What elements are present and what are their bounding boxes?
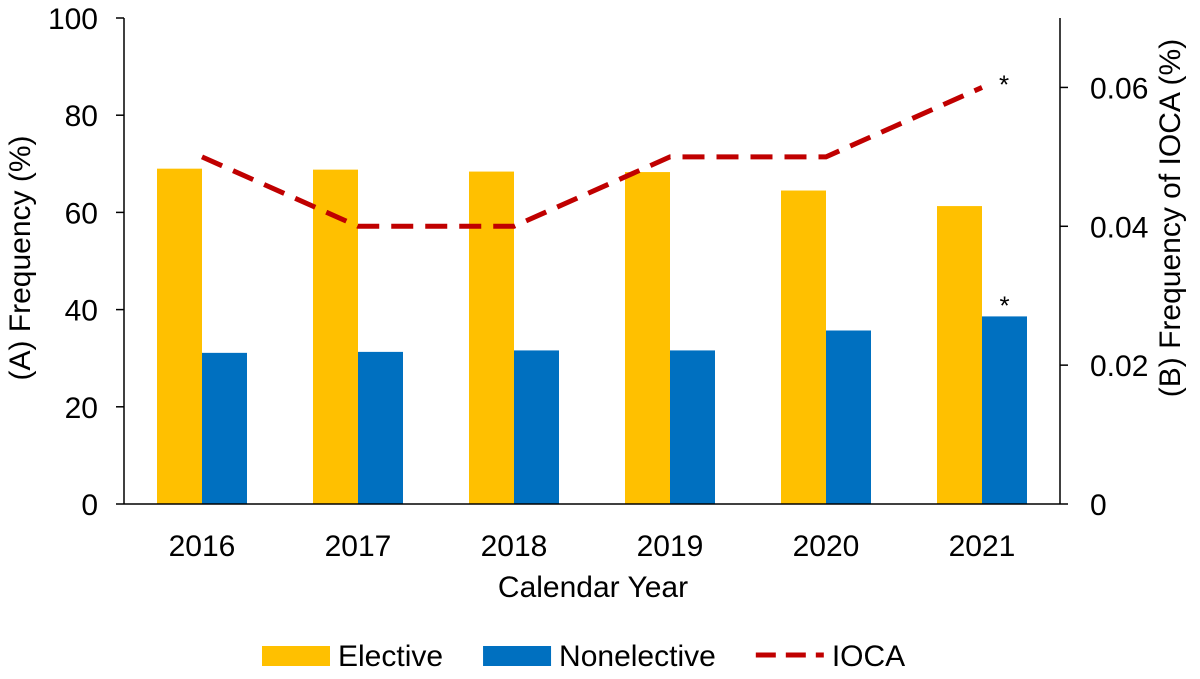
legend-label-ioca: IOCA bbox=[832, 640, 905, 673]
x-tick-label: 2020 bbox=[793, 530, 860, 563]
y-tick-label: 80 bbox=[65, 100, 98, 133]
x-tick-label: 2018 bbox=[481, 530, 548, 563]
bar-elective-2021 bbox=[937, 206, 982, 504]
axes-layer bbox=[116, 17, 1068, 505]
y2-tick-label: 0.02 bbox=[1090, 350, 1148, 383]
bar-nonelective-2017 bbox=[358, 351, 403, 504]
tick-labels-layer: 0 20 40 60 80 100 0 0.02 0.04 0.06 2016 2017 2018 201… bbox=[48, 3, 1148, 563]
bar-nonelective-2021 bbox=[982, 316, 1027, 504]
bar-nonelective-2020 bbox=[826, 330, 871, 504]
bar-elective-2018 bbox=[469, 171, 514, 505]
significance-asterisk: * bbox=[999, 290, 1009, 320]
legend-swatch-elective bbox=[262, 646, 330, 666]
bar-elective-2017 bbox=[313, 169, 358, 504]
y-tick-label: 100 bbox=[48, 3, 98, 36]
y-tick-label: 60 bbox=[65, 197, 98, 230]
y-axis-title: (A) Frequency (%) bbox=[4, 135, 37, 380]
significance-asterisk: * bbox=[999, 69, 1009, 99]
x-tick-label: 2016 bbox=[169, 530, 236, 563]
bars-layer bbox=[157, 168, 1027, 505]
legend-label-elective: Elective bbox=[338, 640, 443, 673]
line-layer bbox=[200, 85, 984, 229]
legend: Elective Nonelective IOCA bbox=[262, 640, 905, 673]
y2-axis-title: (B) Frequency of IOCA (%) bbox=[1154, 39, 1187, 397]
y2-tick-label: 0 bbox=[1090, 489, 1107, 522]
bar-nonelective-2019 bbox=[670, 350, 715, 504]
bar-nonelective-2018 bbox=[514, 350, 559, 504]
y2-tick-label: 0.06 bbox=[1090, 72, 1148, 105]
bar-elective-2019 bbox=[625, 172, 670, 504]
y2-tick-label: 0.04 bbox=[1090, 211, 1148, 244]
y-tick-label: 0 bbox=[81, 489, 98, 522]
x-axis-title: Calendar Year bbox=[498, 571, 688, 604]
x-tick-label: 2017 bbox=[325, 530, 392, 563]
annotations-layer: ** bbox=[999, 69, 1010, 320]
y-tick-label: 40 bbox=[65, 295, 98, 328]
x-tick-label: 2019 bbox=[637, 530, 704, 563]
bar-elective-2020 bbox=[781, 190, 826, 504]
bar-elective-2016 bbox=[157, 168, 202, 504]
line-ioca bbox=[200, 85, 984, 229]
legend-label-nonelective: Nonelective bbox=[559, 640, 716, 673]
legend-swatch-nonelective bbox=[483, 646, 552, 666]
bar-nonelective-2016 bbox=[202, 352, 247, 504]
x-tick-label: 2021 bbox=[949, 530, 1016, 563]
y-tick-label: 20 bbox=[65, 392, 98, 425]
